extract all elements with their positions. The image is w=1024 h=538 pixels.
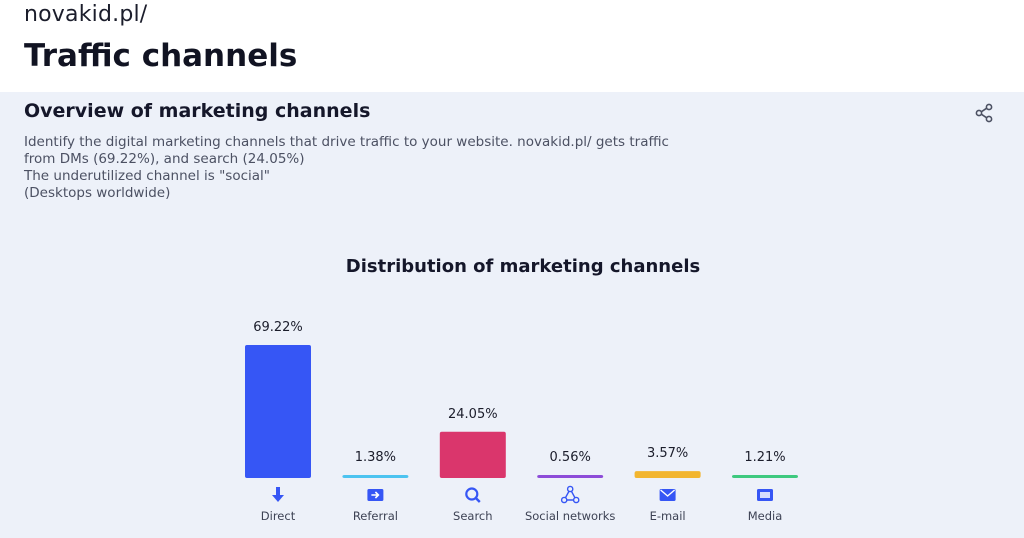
bar-social-networks[interactable] xyxy=(537,475,604,478)
page-title: Traffic channels xyxy=(24,38,298,74)
bar-media[interactable] xyxy=(732,475,798,478)
category-label: Social networks xyxy=(525,509,615,523)
bar-chart: 69.22% Direct 1.38% Referral 24.05% Search 0.5… xyxy=(0,92,1024,538)
description-line: Identify the digital marketing channels … xyxy=(24,134,669,150)
bar-search[interactable] xyxy=(439,431,506,478)
media-icon xyxy=(757,489,773,501)
description-line: (Desktops worldwide) xyxy=(24,185,171,201)
category-label: Direct xyxy=(261,509,296,523)
marketing-channels-panel: Overview of marketing channels Identify … xyxy=(0,92,1024,538)
panel-description: Identify the digital marketing channels … xyxy=(24,134,724,202)
bar-value-label: 24.05% xyxy=(448,407,498,422)
bar-value-label: 1.38% xyxy=(355,450,396,465)
description-line: The underutilized channel is "social" xyxy=(24,168,270,184)
bar-value-label: 0.56% xyxy=(550,450,591,465)
category-label: E-mail xyxy=(650,509,686,523)
share-button[interactable] xyxy=(972,101,996,125)
referral-icon xyxy=(367,489,384,501)
category-label: Search xyxy=(453,509,493,523)
bar-e-mail[interactable] xyxy=(634,471,701,478)
share-icon xyxy=(975,103,993,123)
chart-svg: 69.22% Direct 1.38% Referral 24.05% Search 0.5… xyxy=(245,320,798,523)
bar-referral[interactable] xyxy=(342,475,409,478)
category-label: Media xyxy=(748,509,783,523)
chart-title: Distribution of marketing channels xyxy=(345,256,701,277)
bar-value-label: 69.22% xyxy=(253,320,303,335)
category-label: Referral xyxy=(353,509,398,523)
email-icon xyxy=(659,489,676,501)
bar-direct[interactable] xyxy=(245,345,311,478)
search-icon xyxy=(465,487,481,503)
panel-title: Overview of marketing channels xyxy=(24,100,371,122)
social-networks-icon xyxy=(560,485,580,504)
bar-value-label: 1.21% xyxy=(744,450,785,465)
description-line: from DMs (69.22%), and search (24.05%) xyxy=(24,151,305,167)
direct-icon xyxy=(272,487,284,502)
site-url: novakid.pl/ xyxy=(24,2,148,27)
bar-value-label: 3.57% xyxy=(647,446,688,461)
